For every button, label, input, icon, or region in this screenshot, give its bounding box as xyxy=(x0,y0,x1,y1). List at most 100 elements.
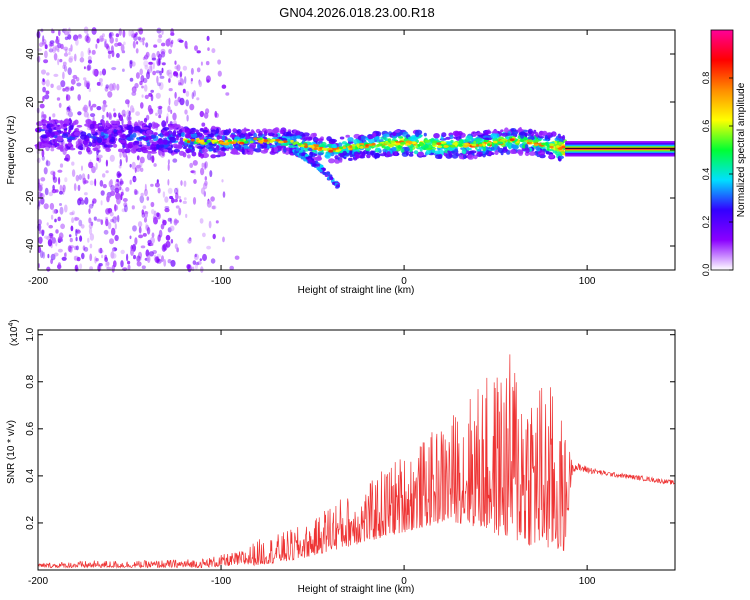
branch-point xyxy=(318,169,323,173)
noise-point xyxy=(126,253,129,262)
noise-point xyxy=(206,79,210,83)
colorbar-tick-label: 0.2 xyxy=(701,216,711,229)
noise-point xyxy=(116,179,119,183)
noise-point xyxy=(40,197,45,205)
noise-point xyxy=(156,75,159,84)
noise-point xyxy=(143,217,148,223)
ridge-peak-point xyxy=(555,145,560,148)
noise-point xyxy=(182,200,187,204)
noise-point xyxy=(222,236,225,243)
noise-point xyxy=(81,165,83,171)
ridge-point xyxy=(525,147,530,154)
noise-point xyxy=(198,80,202,88)
noise-point xyxy=(136,155,140,161)
noise-point xyxy=(43,203,49,210)
ridge-point xyxy=(394,129,401,133)
noise-point xyxy=(154,256,159,263)
noise-point xyxy=(158,114,162,119)
noise-point xyxy=(193,90,196,97)
noise-point xyxy=(75,264,79,270)
noise-point xyxy=(84,35,89,42)
noise-point xyxy=(194,253,197,258)
noise-point xyxy=(141,209,145,215)
noise-point xyxy=(43,114,47,120)
ridge-point xyxy=(102,120,106,126)
noise-point xyxy=(131,91,137,96)
noise-point xyxy=(138,234,144,239)
noise-point xyxy=(78,219,83,227)
branch-point xyxy=(336,184,340,188)
ridge-point xyxy=(78,145,83,151)
noise-point xyxy=(170,239,174,244)
noise-point xyxy=(104,257,108,262)
noise-point xyxy=(194,263,198,270)
noise-point xyxy=(199,110,204,118)
noise-point xyxy=(167,227,172,233)
noise-point xyxy=(146,227,151,235)
ridge-point xyxy=(562,134,566,141)
noise-point xyxy=(142,233,147,237)
ridge-point xyxy=(341,141,347,145)
noise-point xyxy=(184,109,188,115)
noise-point xyxy=(57,248,63,253)
ridge-point xyxy=(219,150,225,155)
noise-point xyxy=(42,86,46,93)
y-tick-label: 1.0 xyxy=(25,327,36,341)
ridge-peak-point xyxy=(443,145,449,148)
noise-point xyxy=(172,112,177,121)
noise-point xyxy=(174,219,180,224)
ridge-point xyxy=(369,150,374,156)
noise-point xyxy=(211,205,216,210)
noise-point xyxy=(73,255,77,261)
noise-point xyxy=(88,161,94,169)
ridge-point xyxy=(538,131,543,137)
noise-point xyxy=(171,39,174,45)
noise-point xyxy=(88,227,93,235)
ridge-point xyxy=(408,153,414,157)
ridge-point xyxy=(153,146,157,152)
y-tick-label: 0.8 xyxy=(25,374,36,388)
noise-point xyxy=(46,222,49,226)
ridge-point xyxy=(357,135,362,141)
noise-point xyxy=(43,59,49,64)
ridge-point xyxy=(146,129,153,135)
noise-point xyxy=(90,221,94,226)
noise-point xyxy=(53,73,59,77)
ridge-peak-point xyxy=(274,138,281,142)
noise-point xyxy=(101,254,104,259)
noise-point xyxy=(36,55,41,63)
ridge-peak-point xyxy=(187,140,191,144)
noise-point xyxy=(99,71,102,76)
noise-point xyxy=(118,28,122,36)
noise-point xyxy=(221,84,227,89)
noise-point xyxy=(142,56,146,61)
noise-point xyxy=(157,212,161,220)
ridge-point xyxy=(508,143,512,150)
ridge-point xyxy=(118,139,126,144)
noise-point xyxy=(130,248,134,256)
noise-point xyxy=(75,236,78,242)
noise-point xyxy=(48,224,53,229)
noise-point xyxy=(159,70,162,76)
noise-point xyxy=(143,84,148,92)
noise-point xyxy=(56,85,62,91)
ridge-point xyxy=(73,131,81,136)
ridge-peak-point xyxy=(257,140,263,143)
ridge-point xyxy=(172,123,179,129)
ridge-point xyxy=(524,144,529,149)
noise-point xyxy=(168,78,171,83)
ridge-point xyxy=(473,132,477,136)
noise-point xyxy=(155,112,158,117)
noise-point xyxy=(105,170,109,174)
noise-point xyxy=(129,235,132,240)
ridge-point xyxy=(548,154,555,159)
noise-point xyxy=(142,37,146,41)
noise-point xyxy=(99,35,104,43)
ridge-point xyxy=(56,124,60,127)
ridge-point xyxy=(330,138,337,143)
noise-point xyxy=(161,62,166,66)
ridge-point xyxy=(163,139,168,145)
noise-point xyxy=(202,232,206,238)
ridge-point xyxy=(164,132,170,137)
